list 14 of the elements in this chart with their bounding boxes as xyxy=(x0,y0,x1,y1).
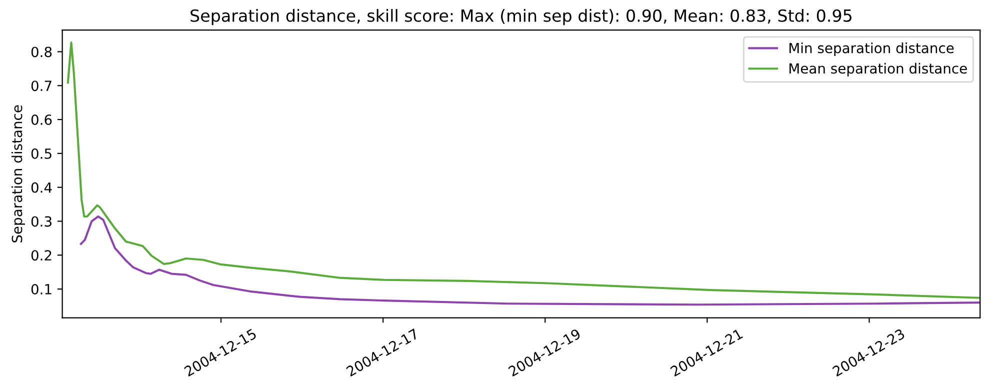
y-tick-label: 0.8 xyxy=(31,46,52,58)
y-tick-label: 0.4 xyxy=(31,182,52,193)
legend-label: Mean separation distance xyxy=(790,62,967,76)
chart-title: Separation distance, skill score: Max (min sep dist): 0.90, Mean: 0.83, Std: 0.95 xyxy=(190,9,852,26)
legend-label: Min separation distance xyxy=(790,42,954,56)
y-tick-label: 0.2 xyxy=(31,250,52,261)
y-tick-label: 0.1 xyxy=(31,284,52,295)
y-tick-label: 0.7 xyxy=(31,80,52,92)
line-series xyxy=(80,215,980,306)
y-tick-label: 0.3 xyxy=(31,216,52,227)
y-tick-label: 0.6 xyxy=(31,114,52,126)
y-axis-title: Separation distance xyxy=(12,105,25,242)
y-tick-label: 0.5 xyxy=(31,148,52,159)
line-series xyxy=(66,42,980,299)
